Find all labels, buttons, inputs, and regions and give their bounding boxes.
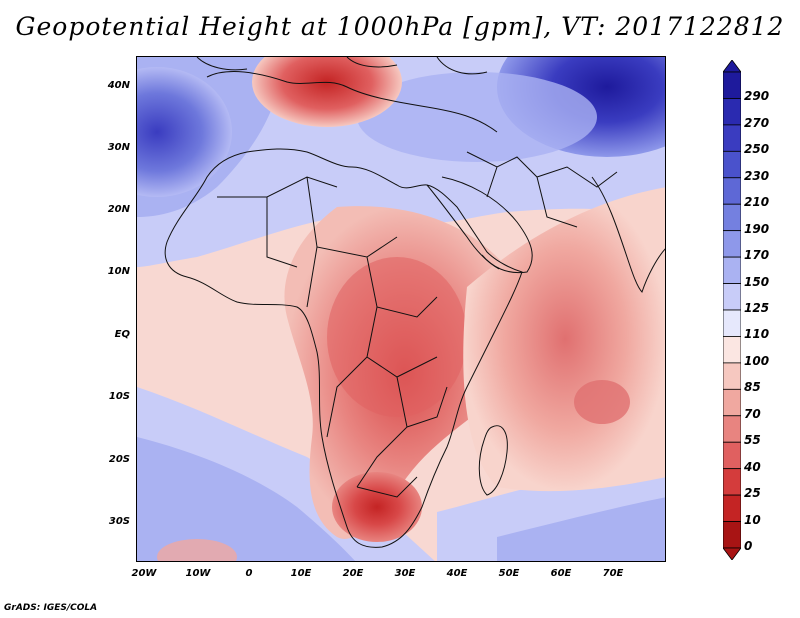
map-panel [136, 56, 666, 562]
colorbar-label: 170 [744, 248, 770, 263]
lat-label: 10N [107, 266, 130, 277]
lon-label: 70E [602, 568, 624, 579]
colorbar-label: 85 [744, 380, 761, 395]
colorbar [723, 60, 741, 560]
lon-label: 20W [131, 568, 157, 579]
lon-label: 50E [498, 568, 520, 579]
lat-label: 30N [107, 142, 130, 153]
lon-label: 30E [394, 568, 416, 579]
colorbar-swatch [723, 230, 741, 258]
colorbar-label: 190 [744, 221, 770, 236]
colorbar-label: 25 [744, 486, 761, 501]
credit-text: GrADS: IGES/COLA [4, 603, 98, 613]
colorbar-swatch [723, 336, 741, 364]
lat-label: 20N [107, 204, 130, 215]
colorbar-label: 125 [744, 301, 770, 315]
colorbar-label: 110 [744, 327, 770, 342]
colorbar-swatch [723, 177, 741, 205]
geopotential-field [137, 57, 665, 561]
lon-label: 60E [550, 568, 572, 579]
colorbar-bottom-arrow [723, 547, 741, 560]
colorbar-swatch [723, 521, 741, 549]
colorbar-label: 290 [744, 89, 770, 104]
colorbar-label: 0 [744, 539, 753, 553]
colorbar-label: 210 [744, 195, 770, 210]
colorbar-swatch [723, 441, 741, 470]
colorbar-swatch [723, 150, 741, 179]
colorbar-label: 230 [744, 168, 770, 183]
colorbar-label: 10 [744, 512, 761, 527]
colorbar-swatch [723, 388, 741, 417]
lat-label: 40N [107, 80, 130, 91]
colorbar-swatch [723, 98, 741, 126]
colorbar-label: 270 [744, 115, 770, 130]
lon-label: 0 [245, 568, 253, 579]
lon-label: 10E [290, 568, 312, 579]
lat-label: EQ [114, 329, 130, 340]
lon-label: 10W [185, 568, 211, 579]
colorbar-top-arrow [723, 60, 741, 73]
colorbar-swatch [723, 71, 741, 99]
lon-label: 20E [342, 568, 364, 579]
lat-label: 20S [108, 454, 130, 465]
colorbar-swatch [723, 256, 741, 284]
colorbar-label: 100 [744, 353, 770, 368]
colorbar-swatch [723, 468, 741, 496]
colorbar-swatch [723, 203, 741, 232]
colorbar-swatch [723, 124, 741, 152]
colorbar-swatch [723, 283, 741, 311]
colorbar-swatch [723, 415, 741, 443]
colorbar-label: 40 [744, 459, 761, 474]
colorbar-label: 70 [744, 406, 761, 421]
colorbar-swatch [723, 494, 741, 522]
lat-label: 30S [108, 516, 130, 527]
colorbar-label: 55 [744, 433, 761, 448]
lon-label: 40E [446, 568, 468, 579]
colorbar-label: 150 [744, 274, 770, 289]
colorbar-swatch [723, 309, 741, 337]
chart-title: Geopotential Height at 1000hPa [gpm], VT… [15, 12, 785, 41]
colorbar-label: 250 [744, 142, 770, 157]
colorbar-swatch [723, 362, 741, 390]
lat-label: 10S [108, 391, 130, 402]
